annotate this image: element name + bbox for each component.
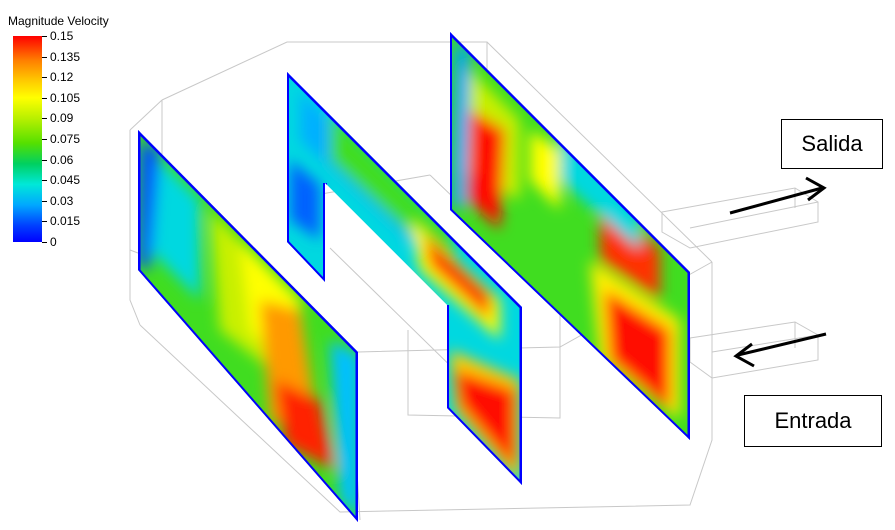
legend-tick-label: 0.075 — [50, 132, 81, 146]
legend-tick-label: 0.135 — [50, 49, 81, 64]
legend-colorbar — [13, 36, 42, 242]
legend-tick-label: 0.12 — [50, 70, 74, 85]
legend-tick-mark — [42, 221, 47, 223]
legend-tick-label: 0.045 — [50, 173, 81, 188]
legend-tick-label: 0.15 — [50, 29, 74, 43]
legend-tick-label: 0.015 — [50, 214, 81, 229]
legend-title: Magnitude Velocity — [8, 14, 109, 28]
legend-tick-label: 0 — [50, 235, 57, 249]
contour-plane-1 — [138, 130, 358, 522]
legend-tick-mark — [42, 180, 47, 182]
outlet-arrow — [729, 176, 827, 215]
outlet-label: Salida — [781, 119, 883, 169]
legend-tick-label: 0.03 — [50, 193, 74, 208]
legend-tick-label: 0.06 — [50, 152, 74, 167]
legend-tick-mark — [42, 139, 47, 140]
inlet-label: Entrada — [744, 395, 882, 447]
outlet-pipe — [661, 187, 819, 249]
legend-tick-mark — [42, 36, 47, 37]
legend-tick-mark — [42, 56, 47, 58]
legend-tick-mark — [42, 77, 47, 79]
legend-tick-label: 0.09 — [50, 111, 74, 126]
legend-tick-mark — [42, 200, 47, 202]
legend-tick-label: 0.105 — [50, 90, 81, 105]
legend-tick-mark — [42, 97, 47, 99]
legend-tick-mark — [42, 242, 47, 243]
legend-tick-mark — [42, 118, 47, 120]
inlet-arrow — [733, 332, 827, 368]
legend-tick-mark — [42, 159, 47, 161]
